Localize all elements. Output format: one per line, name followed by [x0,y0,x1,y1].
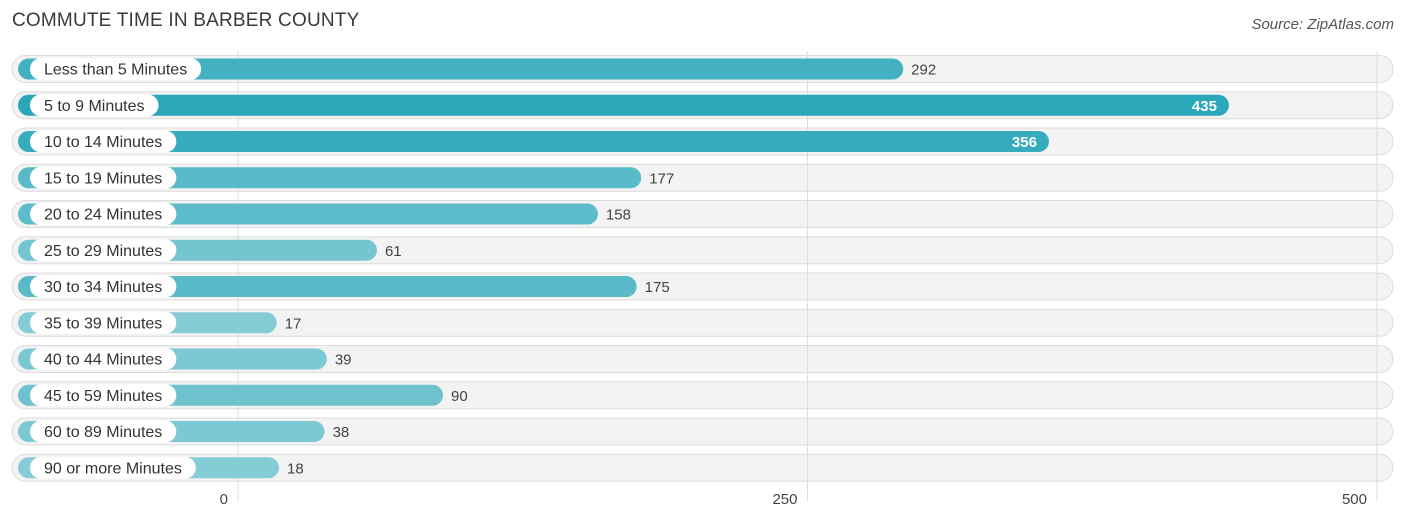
category-label-pill [30,275,177,298]
x-tick-label: 500 [1342,491,1367,508]
category-label: 10 to 14 Minutes [44,134,162,151]
category-label: 90 or more Minutes [44,460,182,477]
row-background [11,308,1394,337]
value-label: 175 [645,279,670,296]
category-label-pill [30,348,177,370]
value-label: 158 [606,207,631,224]
value-label: 90 [451,388,468,405]
category-label: Less than 5 Minutes [44,62,187,79]
category-label: 5 to 9 Minutes [44,98,145,115]
category-label-pill [30,58,202,80]
category-label: 40 to 44 Minutes [44,352,162,369]
value-label: 356 [1012,134,1037,151]
category-label: 45 to 59 Minutes [44,388,162,405]
value-label: 38 [333,424,350,441]
category-label: 15 to 19 Minutes [44,170,162,187]
value-label: 435 [1192,98,1217,115]
row-background [11,345,1394,373]
chart-title: COMMUTE TIME IN BARBER COUNTY [12,10,360,31]
value-label: 61 [385,243,402,260]
category-label-pill [30,203,177,225]
bar [18,131,1049,152]
value-label: 17 [285,315,302,332]
category-label: 20 to 24 Minutes [44,207,162,224]
category-label-pill [30,456,196,479]
value-label: 18 [287,460,304,477]
x-tick-label: 250 [772,491,797,508]
value-label: 39 [335,352,352,369]
category-label: 35 to 39 Minutes [44,315,162,332]
category-label: 30 to 34 Minutes [44,279,162,296]
category-label: 25 to 29 Minutes [44,243,162,260]
category-label-pill [30,239,177,262]
chart-source: Source: ZipAtlas.com [1251,16,1394,33]
value-label: 292 [911,62,936,79]
category-label-pill [30,94,159,117]
row-background [11,453,1394,482]
category-label: 60 to 89 Minutes [44,424,162,441]
row-background [11,417,1394,446]
category-label-pill [30,384,177,407]
category-label-pill [30,420,177,443]
x-tick-label: 0 [220,491,228,508]
bar [18,58,904,80]
category-label-pill [30,311,177,334]
value-label: 177 [649,170,674,187]
category-label-pill [30,166,177,189]
category-label-pill [30,130,177,153]
bar [18,94,1229,116]
